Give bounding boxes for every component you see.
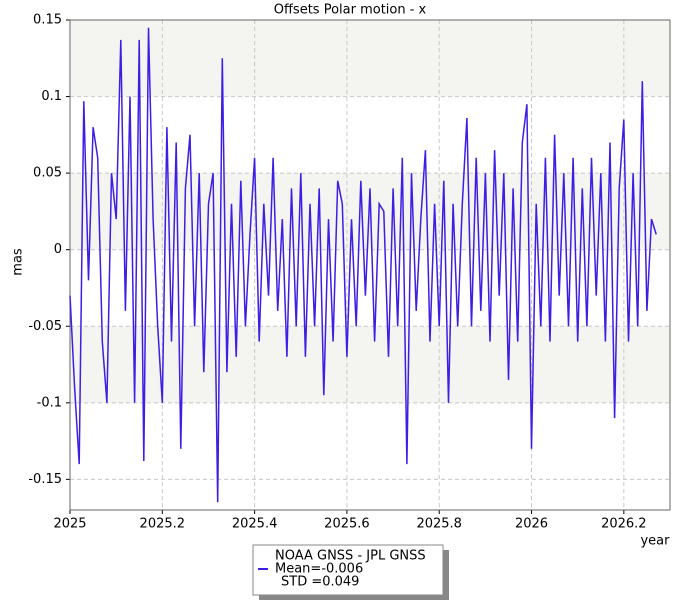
y-tick-label: 0 xyxy=(54,242,62,257)
plot-frame xyxy=(69,19,671,511)
grid-band xyxy=(70,326,670,403)
grid-band xyxy=(70,20,670,97)
x-tick-label: 2026 xyxy=(515,517,548,532)
y-tick-label: -0.05 xyxy=(28,319,62,334)
y-tick-label: -0.15 xyxy=(28,472,62,487)
legend-stat: STD =0.049 xyxy=(281,575,359,590)
y-tick-label: 0.1 xyxy=(41,89,62,104)
legend-stat: Mean=-0.006 xyxy=(275,562,363,577)
x-tick-label: 2025.6 xyxy=(324,517,370,532)
y-tick-label: -0.1 xyxy=(37,395,62,410)
x-tick-label: 2025 xyxy=(53,517,86,532)
x-tick-label: 2026.2 xyxy=(601,517,647,532)
y-axis-label: mas xyxy=(11,248,26,276)
y-tick-label: 0.15 xyxy=(33,13,62,28)
y-tick-label: 0.05 xyxy=(33,166,62,181)
chart-title: Offsets Polar motion - x xyxy=(274,3,427,18)
x-tick-label: 2025.4 xyxy=(232,517,278,532)
legend-label: NOAA GNSS - JPL GNSS xyxy=(275,549,426,564)
data-line xyxy=(69,27,657,503)
x-axis-label: year xyxy=(640,534,670,549)
x-tick-label: 2025.8 xyxy=(416,517,462,532)
legend-box xyxy=(252,544,444,596)
x-tick-label: 2025.2 xyxy=(140,517,186,532)
